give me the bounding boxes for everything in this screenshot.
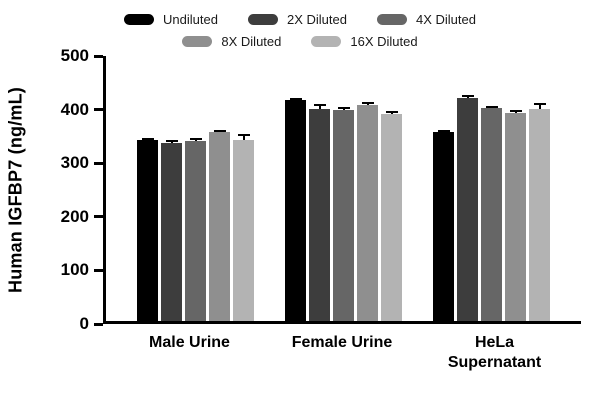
error-bar bbox=[165, 140, 178, 143]
bar-slot bbox=[233, 56, 254, 321]
legend-label: 8X Diluted bbox=[221, 34, 282, 49]
bar-slot bbox=[333, 56, 354, 321]
error-bar bbox=[509, 109, 522, 113]
legend-swatch bbox=[311, 36, 342, 47]
bar-slot bbox=[433, 56, 454, 321]
bar-slot bbox=[457, 56, 478, 321]
x-category-label: HeLa Supernatant bbox=[447, 334, 542, 371]
y-tick-label: 500 bbox=[60, 46, 89, 65]
bar bbox=[481, 108, 502, 321]
bar bbox=[233, 140, 254, 321]
y-tick-label: 300 bbox=[60, 153, 89, 173]
error-bar bbox=[189, 137, 202, 142]
x-category-label: Male Urine bbox=[149, 334, 230, 351]
y-tick-mark bbox=[94, 54, 103, 58]
bar-slot bbox=[381, 56, 402, 321]
legend-swatch bbox=[124, 14, 155, 25]
y-tick-label: 100 bbox=[60, 260, 89, 280]
y-tick: 300 bbox=[41, 153, 103, 173]
bar-slot bbox=[505, 56, 526, 321]
bar-group bbox=[137, 56, 254, 321]
legend-item: 8X Diluted bbox=[182, 34, 281, 49]
y-tick-mark bbox=[94, 215, 103, 219]
legend-label: 4X Diluted bbox=[415, 12, 476, 27]
error-bar bbox=[313, 103, 326, 109]
y-tick-label: 200 bbox=[60, 206, 89, 226]
bar bbox=[285, 100, 306, 321]
legend: Undiluted 2X Diluted 4X Diluted 8X Diluted 1… bbox=[0, 12, 600, 49]
error-bar bbox=[237, 134, 250, 140]
error-bar bbox=[337, 107, 350, 110]
legend-label: 16X Diluted bbox=[350, 34, 418, 49]
bars-container bbox=[106, 56, 581, 321]
bar bbox=[505, 113, 526, 321]
error-bar bbox=[289, 98, 302, 101]
bar bbox=[185, 141, 206, 321]
y-tick: 200 bbox=[41, 207, 103, 227]
bar bbox=[137, 139, 158, 321]
y-tick: 400 bbox=[41, 100, 103, 120]
bar-slot bbox=[309, 56, 330, 321]
legend-label: Undiluted bbox=[163, 12, 218, 27]
legend-swatch bbox=[376, 14, 407, 25]
bar bbox=[209, 132, 230, 321]
bar-slot bbox=[529, 56, 550, 321]
legend-swatch bbox=[247, 14, 278, 25]
legend-row: 8X Diluted 16X Diluted bbox=[182, 34, 418, 49]
bar-slot bbox=[185, 56, 206, 321]
error-bar bbox=[361, 102, 374, 105]
bar bbox=[357, 105, 378, 321]
y-tick-mark bbox=[94, 108, 103, 112]
bar-group bbox=[285, 56, 402, 321]
legend-swatch bbox=[182, 36, 213, 47]
y-axis-ticks: 0 100 200 300 400 500 bbox=[0, 46, 103, 333]
plot-area bbox=[103, 56, 581, 324]
legend-label: 2X Diluted bbox=[286, 12, 347, 27]
y-tick-mark bbox=[94, 268, 103, 272]
bar-slot bbox=[481, 56, 502, 321]
bar-slot bbox=[209, 56, 230, 321]
legend-item: 4X Diluted bbox=[376, 12, 476, 27]
x-axis-labels: Male Urine Female Urine HeLa Supernatant bbox=[103, 333, 581, 373]
error-bar bbox=[533, 102, 546, 109]
bar bbox=[309, 108, 330, 321]
bar bbox=[161, 142, 182, 321]
y-tick: 500 bbox=[41, 46, 103, 66]
error-bar bbox=[141, 137, 154, 140]
y-tick-label: 0 bbox=[79, 314, 89, 333]
bar bbox=[381, 113, 402, 321]
bar bbox=[529, 108, 550, 321]
bar-slot bbox=[137, 56, 158, 321]
bar-group bbox=[433, 56, 550, 321]
legend-row: Undiluted 2X Diluted 4X Diluted bbox=[124, 12, 476, 27]
y-tick: 0 bbox=[41, 314, 103, 334]
bar-slot bbox=[285, 56, 306, 321]
legend-item: 16X Diluted bbox=[311, 34, 418, 49]
y-tick-mark bbox=[94, 322, 103, 326]
bar bbox=[457, 97, 478, 321]
error-bar bbox=[437, 130, 450, 133]
bar bbox=[433, 132, 454, 321]
bar-slot bbox=[357, 56, 378, 321]
error-bar bbox=[385, 110, 398, 114]
error-bar bbox=[213, 130, 226, 133]
error-bar bbox=[461, 95, 474, 98]
bar bbox=[333, 109, 354, 321]
x-category-label: Female Urine bbox=[291, 334, 393, 351]
y-tick: 100 bbox=[41, 260, 103, 280]
error-bar bbox=[485, 106, 498, 109]
y-tick-label: 400 bbox=[60, 99, 89, 119]
legend-item: 2X Diluted bbox=[247, 12, 347, 27]
y-tick-mark bbox=[94, 161, 103, 165]
legend-item: Undiluted bbox=[124, 12, 218, 27]
bar-slot bbox=[161, 56, 182, 321]
